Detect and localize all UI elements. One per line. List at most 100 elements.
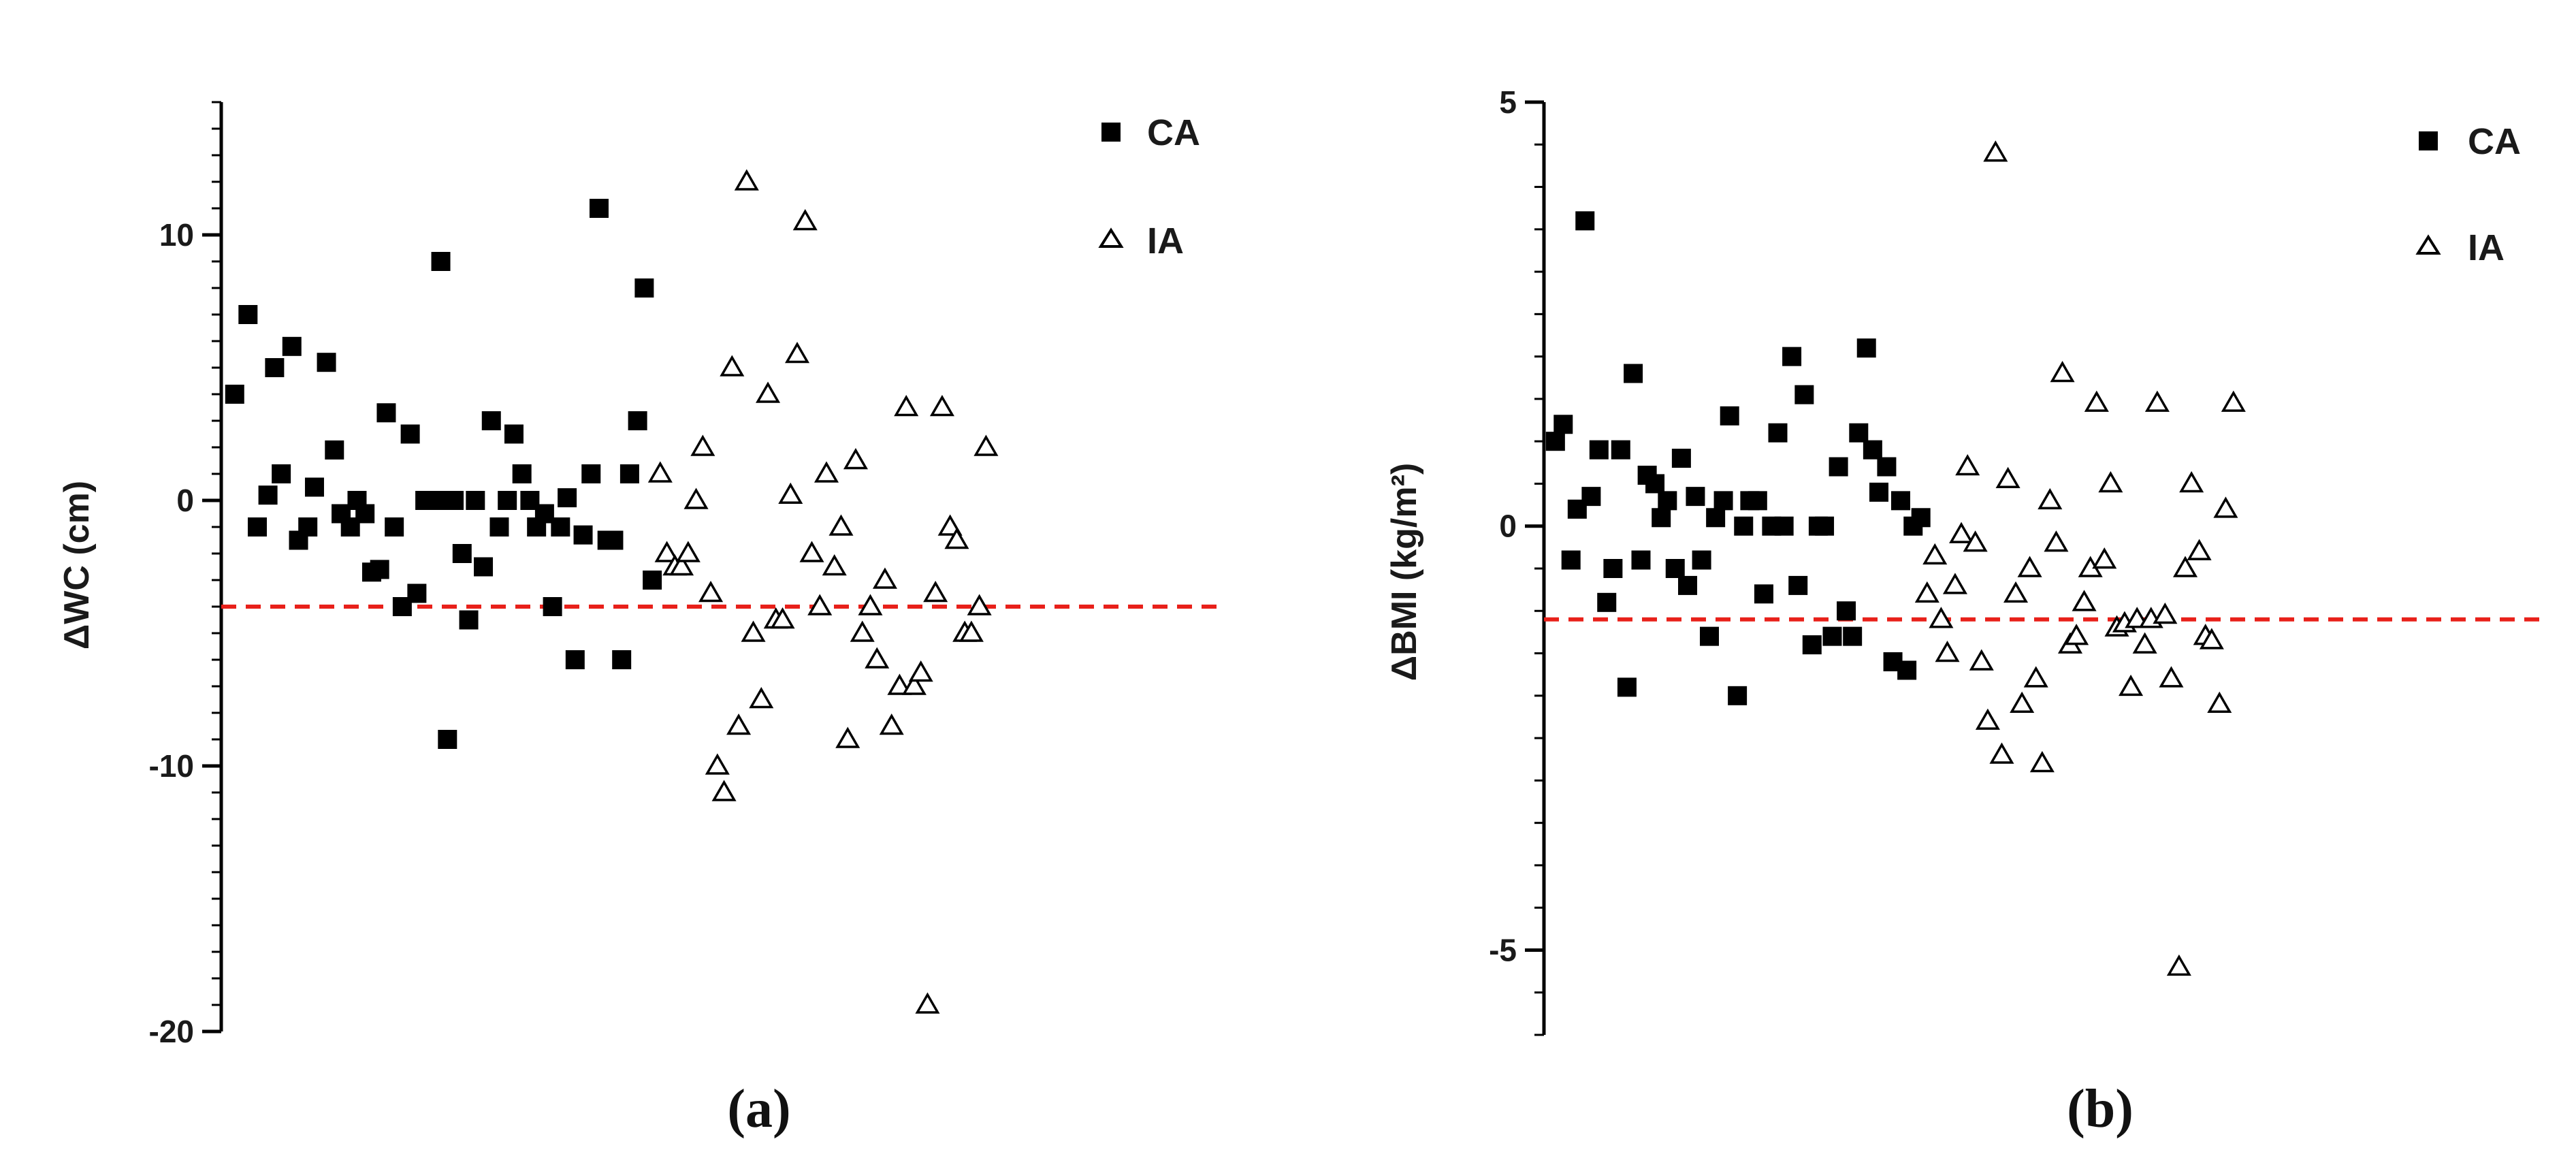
data-point-ia <box>2132 632 2157 654</box>
data-point-ia <box>828 514 854 536</box>
data-point-ca <box>247 517 267 537</box>
y-tick-label-b: 5 <box>1499 84 1517 120</box>
data-point-ca <box>1911 508 1931 528</box>
legend-label-ca-a: CA <box>1147 112 1200 153</box>
data-point-ia <box>2017 556 2042 577</box>
data-point-ia <box>1922 543 1948 565</box>
y-axis-title-b: ΔBMI (kg/m²) <box>1385 463 1424 681</box>
data-point-ia <box>2187 539 2212 560</box>
data-point-ia <box>2029 750 2055 773</box>
data-point-ca <box>1829 457 1848 477</box>
data-point-ia <box>720 355 745 377</box>
data-point-ia <box>1955 454 1980 476</box>
series-ia-b <box>1914 140 2246 976</box>
data-point-ia <box>2098 470 2123 493</box>
data-point-ia <box>2179 470 2204 493</box>
legend-label-ia-a: IA <box>1147 221 1184 261</box>
data-point-ia <box>711 780 737 801</box>
data-point-ca <box>1645 474 1665 494</box>
data-point-ia <box>2199 628 2224 650</box>
y-axis-title-a: ΔWC (cm) <box>57 481 97 650</box>
y-tick-label-a: 0 <box>176 483 194 518</box>
data-point-ca <box>1678 575 1698 595</box>
data-point-ca <box>1575 211 1595 231</box>
data-point-ca <box>258 485 278 505</box>
data-point-ca <box>558 488 577 508</box>
data-point-ca <box>604 530 624 550</box>
data-point-ia <box>683 487 709 509</box>
data-point-ia <box>879 713 904 735</box>
data-point-ca <box>1890 491 1910 511</box>
data-point-ca <box>589 199 609 218</box>
data-point-ca <box>1748 491 1767 511</box>
legend-a: CA IA <box>1098 112 1200 261</box>
data-point-ca <box>551 517 570 537</box>
data-point-ia <box>822 554 847 576</box>
data-point-ca <box>1603 559 1623 578</box>
data-point-ca <box>1734 516 1754 536</box>
data-point-ca <box>466 491 485 510</box>
data-point-ia <box>734 169 759 191</box>
data-point-ca <box>452 544 472 563</box>
data-point-ca <box>1617 677 1637 697</box>
data-point-ia <box>2038 487 2063 510</box>
data-point-ia <box>1929 607 1954 628</box>
data-point-ca <box>459 610 479 630</box>
data-point-ca <box>1692 550 1711 570</box>
data-point-ia <box>814 461 839 483</box>
data-point-ia <box>2172 556 2198 577</box>
data-point-ca <box>282 336 302 356</box>
data-point-ia <box>792 208 818 231</box>
data-point-ia <box>865 647 890 669</box>
data-point-ca <box>425 491 445 510</box>
data-point-ca <box>504 424 524 444</box>
data-point-ia <box>756 381 781 403</box>
data-point-ca <box>1581 487 1601 507</box>
data-point-ia <box>778 482 803 504</box>
data-point-ca <box>298 517 318 537</box>
panel-label-b: (b) <box>2067 1079 2134 1139</box>
data-point-ia <box>2144 390 2170 412</box>
data-point-ia <box>2064 624 2089 645</box>
plot-area-b: -5 0 5 <box>1489 84 2546 1036</box>
legend-marker-ia-a <box>1098 227 1124 248</box>
data-point-ia <box>2221 390 2246 412</box>
data-point-ia <box>2213 496 2238 518</box>
data-point-ca <box>317 353 336 372</box>
y-tick-label-b: -5 <box>1489 932 1517 967</box>
data-point-ca <box>1561 550 1581 570</box>
data-point-ca <box>304 477 324 497</box>
legend-label-ca-b: CA <box>2468 121 2521 162</box>
data-point-ia <box>741 620 766 642</box>
y-tick-label-b: 0 <box>1499 509 1517 544</box>
data-point-ca <box>1837 601 1856 621</box>
data-point-ia <box>908 660 933 682</box>
data-point-ca <box>1849 423 1869 443</box>
data-point-ia <box>835 726 860 748</box>
data-point-ia <box>872 567 897 589</box>
data-point-ia <box>2159 666 2184 688</box>
data-point-ca <box>581 464 601 483</box>
plot-area-a: -20 -10 0 10 <box>149 101 1225 1049</box>
data-point-ia <box>1942 573 1967 594</box>
data-point-ia <box>973 434 999 456</box>
data-point-ca <box>407 583 427 603</box>
data-point-ia <box>705 753 730 775</box>
data-point-ca <box>1897 660 1917 680</box>
data-point-ia <box>858 594 883 615</box>
data-point-ia <box>1975 708 2000 730</box>
data-point-ca <box>1545 432 1565 451</box>
data-point-ca <box>265 358 285 377</box>
data-point-ca <box>225 385 244 404</box>
data-point-ca <box>1631 550 1651 570</box>
series-ca-b <box>1545 211 1931 705</box>
data-point-ia <box>929 394 954 417</box>
data-point-ia <box>894 394 919 417</box>
data-point-ca <box>498 491 517 510</box>
data-point-ia <box>2166 954 2191 976</box>
data-point-ca <box>1754 584 1773 604</box>
data-point-ia <box>749 686 774 709</box>
data-point-ca <box>1822 626 1842 646</box>
data-point-ia <box>850 620 875 642</box>
